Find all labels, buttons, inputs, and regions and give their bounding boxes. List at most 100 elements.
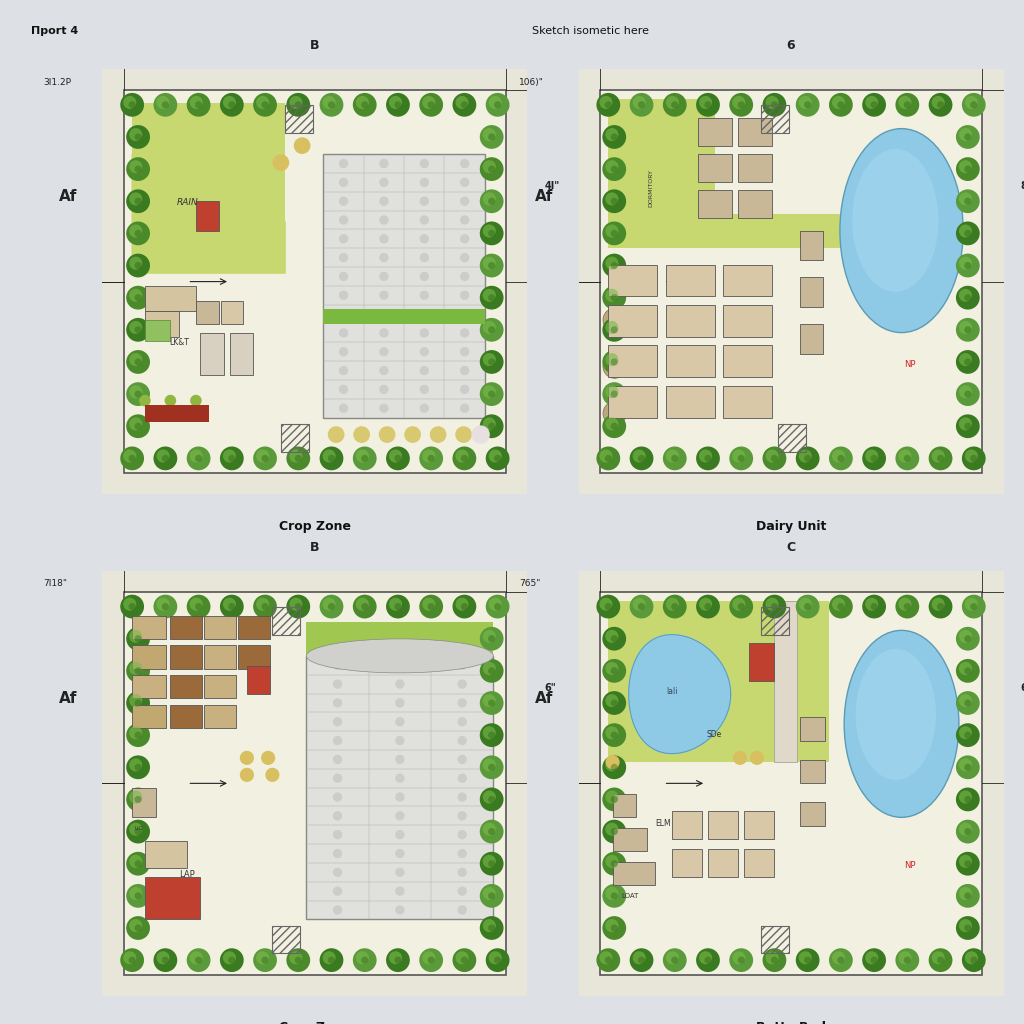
Circle shape xyxy=(379,347,389,356)
Circle shape xyxy=(838,455,845,462)
Circle shape xyxy=(456,450,469,463)
Circle shape xyxy=(134,860,141,867)
Text: Af: Af xyxy=(536,691,554,706)
Circle shape xyxy=(129,257,142,269)
Circle shape xyxy=(630,93,653,117)
Circle shape xyxy=(333,680,342,689)
Circle shape xyxy=(394,956,401,964)
Circle shape xyxy=(482,289,496,302)
Circle shape xyxy=(956,221,980,246)
Circle shape xyxy=(965,796,972,803)
Circle shape xyxy=(605,630,618,643)
Circle shape xyxy=(970,455,977,462)
Circle shape xyxy=(126,189,150,213)
Circle shape xyxy=(956,691,980,715)
Circle shape xyxy=(195,956,202,964)
Circle shape xyxy=(929,93,952,117)
Circle shape xyxy=(956,659,980,683)
Bar xyxy=(239,615,270,639)
Text: Dairy Unit: Dairy Unit xyxy=(756,519,826,532)
Circle shape xyxy=(482,193,496,206)
Circle shape xyxy=(671,101,678,109)
Circle shape xyxy=(129,353,142,367)
Circle shape xyxy=(488,764,496,771)
Circle shape xyxy=(333,830,342,840)
Circle shape xyxy=(965,358,972,366)
Circle shape xyxy=(488,327,496,334)
Circle shape xyxy=(796,446,819,470)
Circle shape xyxy=(633,450,646,463)
Circle shape xyxy=(241,768,253,781)
Circle shape xyxy=(870,603,878,610)
Circle shape xyxy=(958,257,972,269)
Circle shape xyxy=(228,455,236,462)
Circle shape xyxy=(458,698,467,708)
Circle shape xyxy=(480,254,504,278)
Circle shape xyxy=(261,101,268,109)
Circle shape xyxy=(261,455,268,462)
Circle shape xyxy=(162,956,169,964)
Text: Af: Af xyxy=(536,189,554,204)
Text: Crop Zone: Crop Zone xyxy=(279,519,351,532)
Bar xyxy=(285,105,312,133)
Circle shape xyxy=(956,627,980,650)
Circle shape xyxy=(605,257,618,269)
Circle shape xyxy=(134,668,141,675)
Circle shape xyxy=(395,660,404,670)
Circle shape xyxy=(804,603,811,610)
Circle shape xyxy=(488,731,496,738)
Circle shape xyxy=(480,756,504,779)
Circle shape xyxy=(602,756,626,779)
Circle shape xyxy=(605,128,618,141)
Polygon shape xyxy=(132,154,285,273)
Circle shape xyxy=(602,723,626,748)
Circle shape xyxy=(482,418,496,430)
Bar xyxy=(800,324,823,354)
Circle shape xyxy=(134,828,141,836)
Circle shape xyxy=(290,598,302,610)
Circle shape xyxy=(420,197,429,206)
Circle shape xyxy=(319,93,343,117)
Circle shape xyxy=(904,455,911,462)
Circle shape xyxy=(261,956,268,964)
Circle shape xyxy=(799,951,812,965)
Circle shape xyxy=(488,262,496,269)
Circle shape xyxy=(663,446,687,470)
Circle shape xyxy=(799,598,812,610)
Circle shape xyxy=(610,828,617,836)
Circle shape xyxy=(965,860,972,867)
Bar xyxy=(738,190,772,218)
Circle shape xyxy=(461,455,468,462)
Circle shape xyxy=(220,446,244,470)
Circle shape xyxy=(420,253,429,262)
Circle shape xyxy=(228,101,236,109)
Circle shape xyxy=(129,224,142,238)
Circle shape xyxy=(129,128,142,141)
Ellipse shape xyxy=(852,150,939,292)
Circle shape xyxy=(482,855,496,868)
Circle shape xyxy=(361,101,369,109)
Circle shape xyxy=(663,948,687,972)
Circle shape xyxy=(965,294,972,301)
Circle shape xyxy=(605,353,618,367)
Circle shape xyxy=(965,668,972,675)
Circle shape xyxy=(386,595,410,618)
Bar xyxy=(666,345,715,377)
Circle shape xyxy=(663,93,687,117)
Circle shape xyxy=(379,159,389,168)
Circle shape xyxy=(494,101,501,109)
Circle shape xyxy=(763,595,786,618)
Circle shape xyxy=(480,916,504,940)
Circle shape xyxy=(333,905,342,914)
Bar xyxy=(221,301,243,324)
Circle shape xyxy=(220,948,244,972)
Ellipse shape xyxy=(603,355,627,378)
Circle shape xyxy=(610,358,617,366)
Bar xyxy=(709,849,738,877)
Circle shape xyxy=(129,662,142,675)
Bar xyxy=(608,345,657,377)
Circle shape xyxy=(699,450,712,463)
Circle shape xyxy=(696,446,720,470)
Circle shape xyxy=(162,455,169,462)
Circle shape xyxy=(129,887,142,900)
